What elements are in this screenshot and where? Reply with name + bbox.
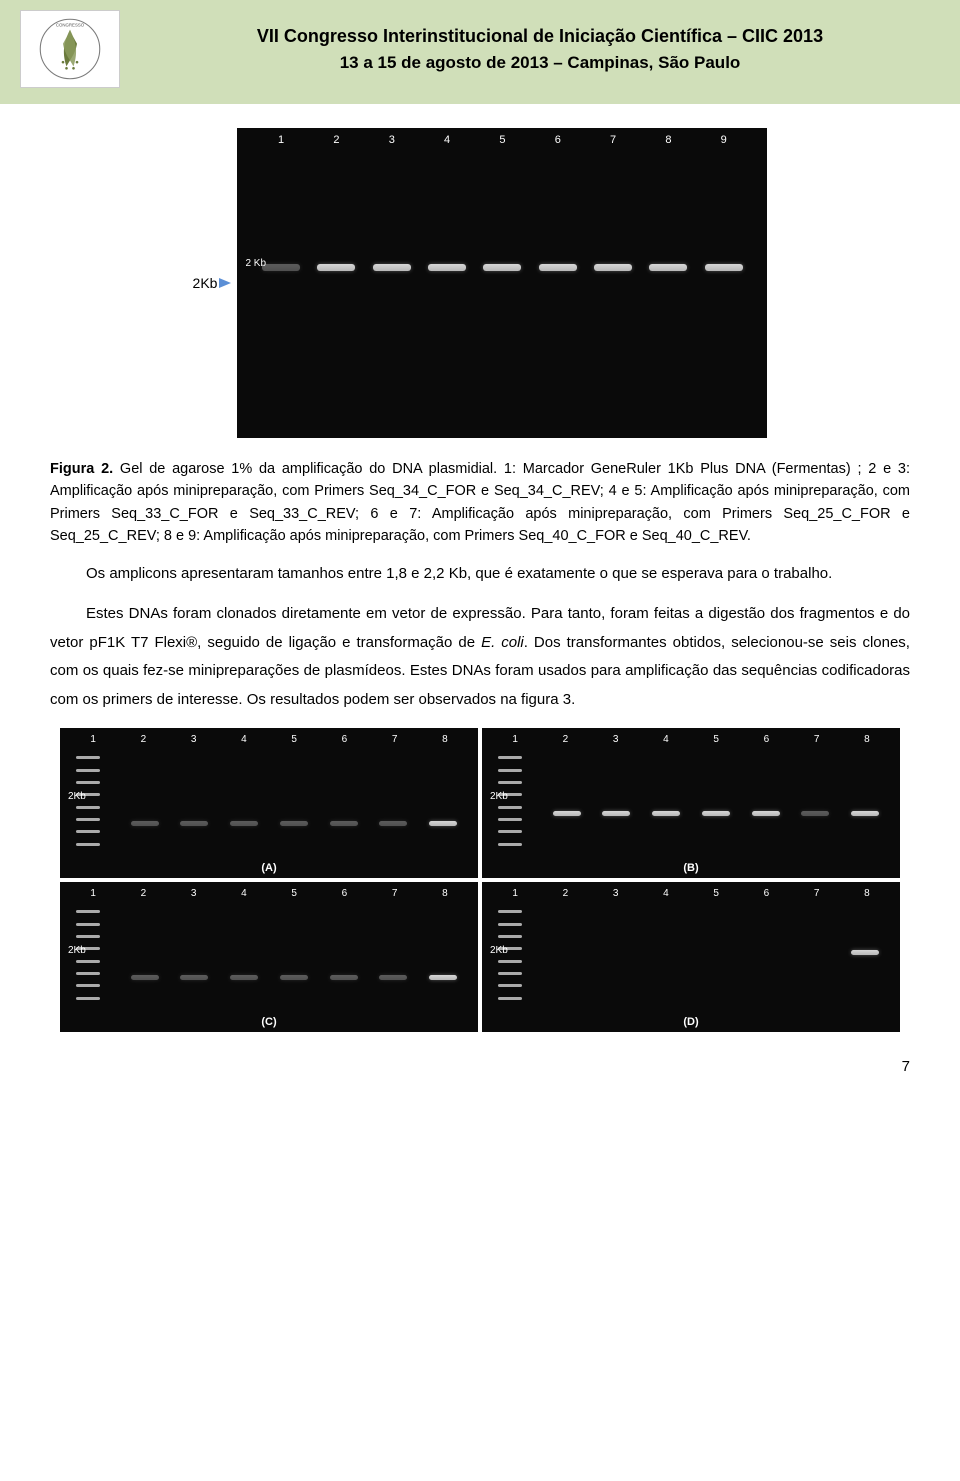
lane-num: 2 [333,134,339,146]
lane-num: 7 [814,734,820,745]
gel-bands [482,811,900,816]
lane-num: 4 [444,134,450,146]
lane-num: 7 [392,888,398,899]
caption-lead: Figura 2. [50,461,113,477]
marker-2kb: 2Kb [490,791,508,802]
gel-panel-b: 1 2 3 4 5 6 7 8 2Kb [482,728,900,878]
arrow-right-icon [219,278,231,288]
lane-num: 5 [713,734,719,745]
lane-num: 6 [764,734,770,745]
lane-num: 5 [291,734,297,745]
lane-num: 1 [278,134,284,146]
lane-num: 7 [814,888,820,899]
ladder [498,902,522,1030]
gel-image-top: 1 2 3 4 5 6 7 8 9 2 Kb [237,128,767,438]
lane-num: 6 [342,888,348,899]
lane-num: 6 [342,734,348,745]
lane-num: 2 [141,734,147,745]
gel-band [428,264,466,271]
lane-num: 2 [563,888,569,899]
lane-num: 2 [563,734,569,745]
lane-numbers-top: 1 2 3 4 5 6 7 8 9 [237,134,767,146]
gel-band [317,264,355,271]
figure-2-caption: Figura 2. Gel de agarose 1% da amplifica… [50,458,910,548]
page-header: CONGRESSO VII Congresso Interinstitucion… [0,0,960,104]
header-subtitle: 13 a 15 de agosto de 2013 – Campinas, Sã… [140,53,940,73]
gel-band [262,264,300,271]
lane-num: 9 [721,134,727,146]
gel-bands [482,950,900,955]
gel-panel-d: 1 2 3 4 5 6 7 8 2Kb [482,882,900,1032]
header-text: VII Congresso Interinstitucional de Inic… [140,26,940,73]
lane-num: 8 [442,734,448,745]
ladder [76,902,100,1030]
figure-2: 2Kb 1 2 3 4 5 6 7 8 9 2 Kb [50,128,910,438]
lane-num: 8 [864,888,870,899]
gel-band [373,264,411,271]
page-body: 2Kb 1 2 3 4 5 6 7 8 9 2 Kb [0,104,960,1052]
lane-num: 3 [191,888,197,899]
lane-num: 1 [512,734,518,745]
figure-3-grid: 1 2 3 4 5 6 7 8 2Kb [60,728,900,1032]
caption-text: Gel de agarose 1% da amplificação do DNA… [50,461,910,544]
lane-num: 8 [864,734,870,745]
paragraph-2: Estes DNAs foram clonados diretamente em… [50,600,910,714]
lane-num: 6 [555,134,561,146]
para2-italic: E. coli [481,634,524,651]
panel-label: (C) [261,1016,276,1028]
marker-2kb: 2Kb [68,945,86,956]
lane-num: 6 [764,888,770,899]
lane-num: 1 [512,888,518,899]
lane-numbers: 1 2 3 4 5 6 7 8 [60,734,478,745]
lane-numbers: 1 2 3 4 5 6 7 8 [482,734,900,745]
lane-num: 2 [141,888,147,899]
paragraph-1: Os amplicons apresentaram tamanhos entre… [50,560,910,589]
lane-num: 4 [241,888,247,899]
panel-label: (B) [683,862,698,874]
gel-panel-a: 1 2 3 4 5 6 7 8 2Kb [60,728,478,878]
lane-num: 3 [613,734,619,745]
gel-band [594,264,632,271]
lane-num: 5 [499,134,505,146]
header-title: VII Congresso Interinstitucional de Inic… [140,26,940,47]
gel-size-label: 2Kb [193,275,232,291]
lane-num: 5 [291,888,297,899]
gel-band [539,264,577,271]
lane-num: 4 [241,734,247,745]
gel-bands [60,975,478,980]
ladder [76,748,100,876]
lane-num: 3 [389,134,395,146]
lane-num: 3 [613,888,619,899]
svg-text:CONGRESSO: CONGRESSO [56,22,85,27]
lane-num: 8 [665,134,671,146]
marker-2kb: 2Kb [68,791,86,802]
lane-num: 1 [90,734,96,745]
congress-logo: CONGRESSO [20,10,120,88]
lane-num: 3 [191,734,197,745]
panel-label: (A) [261,862,276,874]
lane-num: 1 [90,888,96,899]
gel-panel-c: 1 2 3 4 5 6 7 8 2Kb [60,882,478,1032]
lane-num: 5 [713,888,719,899]
lane-num: 4 [663,734,669,745]
lane-numbers: 1 2 3 4 5 6 7 8 [482,888,900,899]
page-number: 7 [0,1052,960,1089]
lane-num: 8 [442,888,448,899]
gel-band [649,264,687,271]
gel-bands [237,264,767,271]
lane-num: 7 [610,134,616,146]
gel-bands [60,821,478,826]
panel-label: (D) [683,1016,698,1028]
lane-num: 4 [663,888,669,899]
gel-band [483,264,521,271]
lane-numbers: 1 2 3 4 5 6 7 8 [60,888,478,899]
size-2kb-label: 2Kb [193,275,218,291]
gel-band [705,264,743,271]
lane-num: 7 [392,734,398,745]
